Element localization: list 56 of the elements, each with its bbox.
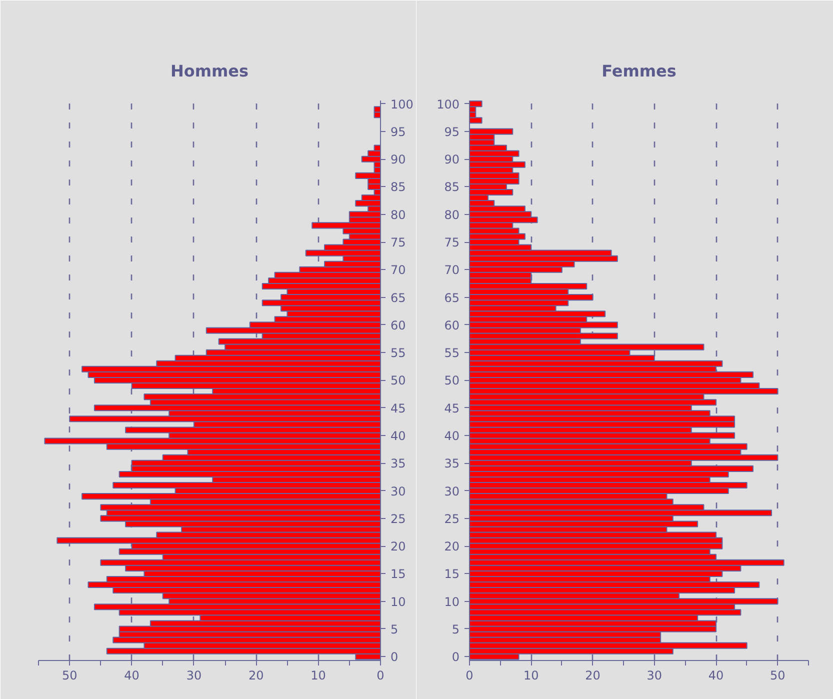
x-tick-label: 50 [62, 668, 78, 682]
y-tick-label: 50 [390, 374, 406, 388]
y-tick-label: 75 [444, 236, 460, 250]
y-tick-label: 35 [390, 456, 406, 471]
x-tick-label: 30 [646, 668, 662, 682]
y-tick-label: 50 [444, 374, 460, 388]
x-tick-label: 10 [310, 668, 326, 682]
y-tick-label: 30 [444, 484, 460, 498]
y-tick-label: 10 [390, 594, 406, 609]
x-tick-label: 20 [248, 668, 264, 682]
y-tick-label: 70 [390, 263, 406, 278]
y-tick-label: 80 [390, 208, 406, 222]
y-tick-label: 25 [390, 512, 406, 526]
y-tick-label: 0 [452, 650, 460, 664]
x-tick-label: 30 [186, 668, 202, 682]
y-tick-label: 80 [444, 208, 460, 222]
x-tick-label: 0 [376, 668, 384, 682]
y-tick-label: 5 [452, 622, 460, 636]
x-tick-label: 10 [524, 668, 539, 682]
y-tick-label: 10 [444, 594, 460, 609]
y-tick-label: 100 [436, 97, 460, 112]
y-tick-label: 55 [390, 346, 406, 360]
y-tick-label: 75 [390, 236, 406, 250]
y-tick-label: 0 [390, 650, 398, 664]
y-tick-label: 100 [390, 97, 414, 112]
y-tick-label: 70 [444, 263, 460, 278]
y-tick-label: 15 [444, 567, 460, 582]
x-tick-label: 0 [466, 668, 474, 682]
y-tick-label: 95 [444, 124, 460, 139]
x-tick-label: 50 [770, 668, 786, 682]
y-tick-label: 15 [390, 567, 406, 582]
y-tick-label: 90 [444, 152, 460, 167]
y-tick-label: 85 [390, 180, 406, 194]
y-tick-label: 30 [390, 484, 406, 498]
y-tick-label: 25 [444, 512, 460, 526]
y-tick-label: 60 [390, 318, 406, 332]
y-tick-label: 20 [444, 540, 460, 554]
x-tick-label: 40 [708, 668, 724, 682]
y-tick-label: 40 [390, 429, 406, 444]
y-tick-label: 60 [444, 318, 460, 332]
y-tick-label: 85 [444, 180, 460, 194]
y-tick-label: 40 [444, 429, 460, 444]
y-tick-label: 65 [390, 290, 406, 305]
y-tick-label: 5 [390, 622, 398, 636]
chart-title: Hommes [170, 62, 249, 80]
y-tick-label: 35 [444, 456, 460, 471]
x-tick-label: 20 [585, 668, 600, 682]
y-tick-label: 95 [390, 124, 406, 139]
y-tick-label: 90 [390, 152, 406, 167]
y-tick-label: 55 [444, 346, 460, 360]
y-tick-label: 45 [390, 401, 406, 416]
x-tick-label: 40 [124, 668, 140, 682]
y-tick-label: 45 [444, 401, 460, 416]
y-tick-label: 65 [444, 290, 460, 305]
chart-title: Femmes [602, 62, 676, 80]
y-tick-label: 20 [390, 540, 406, 554]
